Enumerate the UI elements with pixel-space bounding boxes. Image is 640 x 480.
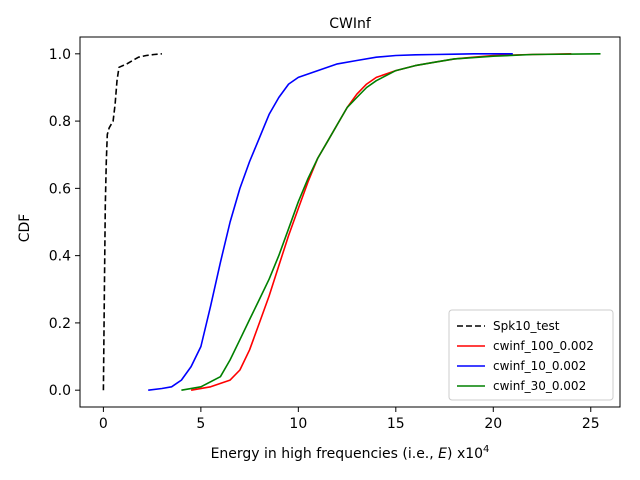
y-tick-label: 0.0 — [49, 383, 71, 399]
x-tick-label: 20 — [484, 416, 502, 432]
x-axis-title-prefix: Energy in high frequencies (i.e., — [211, 446, 439, 462]
y-tick-label: 0.8 — [49, 114, 71, 130]
x-axis-title-exponent: 4 — [483, 444, 489, 455]
x-axis-title: Energy in high frequencies (i.e., E) x10… — [211, 444, 490, 462]
series-line-0 — [102, 53, 162, 391]
legend-label-0: Spk10_test — [493, 319, 560, 333]
y-axis-title: CDF — [17, 214, 33, 243]
x-tick-label: 25 — [582, 416, 600, 432]
legend-label-3: cwinf_30_0.002 — [493, 379, 586, 393]
legend-label-1: cwinf_100_0.002 — [493, 339, 594, 353]
y-tick-label: 0.6 — [49, 181, 71, 197]
series-line-2 — [148, 52, 513, 391]
x-tick-label: 0 — [99, 416, 108, 432]
y-tick-label: 0.2 — [49, 316, 71, 332]
legend-label-2: cwinf_10_0.002 — [493, 359, 586, 373]
y-tick-label: 0.4 — [49, 249, 71, 265]
axes-frame — [79, 36, 621, 408]
x-axis-title-suffix: ) x10 — [447, 446, 483, 462]
y-tick-label: 1.0 — [49, 47, 71, 63]
legend: Spk10_test cwinf_100_0.002 cwinf_10_0.002c… — [448, 309, 614, 401]
x-axis-title-variable: E — [438, 446, 447, 462]
plot-area — [102, 52, 601, 391]
x-tick-label: 15 — [387, 416, 405, 432]
chart-title: CWInf — [329, 16, 372, 32]
axes: 0 5 10 15 20 25 0.0 0.2 0.4 0.6 0.8 1.0 — [49, 36, 621, 432]
series-line-3 — [181, 53, 601, 391]
legend-box — [448, 309, 614, 401]
x-tick-label: 5 — [196, 416, 205, 432]
x-tick-label: 10 — [289, 416, 307, 432]
